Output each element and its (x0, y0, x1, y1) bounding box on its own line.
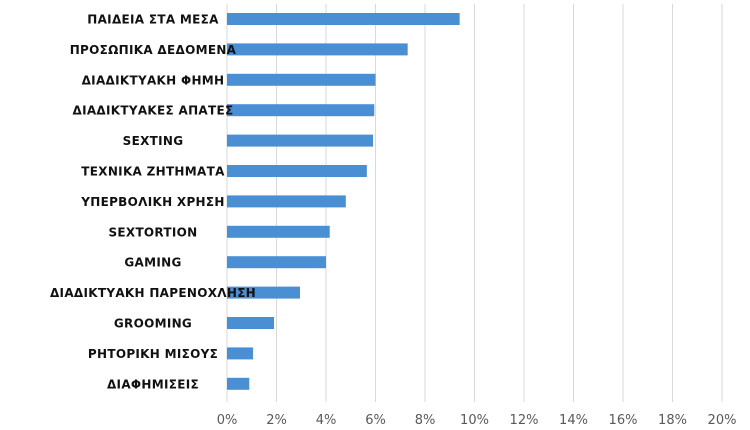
bar (227, 43, 408, 56)
category-label: GROOMING (114, 317, 192, 331)
bar (227, 317, 275, 329)
bar (227, 225, 330, 238)
x-tick-label: 10% (460, 413, 489, 428)
bars (227, 13, 460, 390)
x-tick-label: 6% (365, 413, 386, 428)
bar (227, 13, 460, 25)
bar (227, 286, 301, 299)
category-label: ΠΡΟΣΩΠΙΚΑ ΔΕΔΟΜΕΝΑ (70, 43, 237, 57)
bar (227, 377, 250, 390)
category-label: ΤΕΧΝΙΚΑ ΖΗΤΗΜΑΤΑ (81, 165, 225, 179)
category-label: ΔΙΑΦΗΜΙΣΕΙΣ (107, 377, 199, 391)
x-tick-label: 20% (708, 413, 737, 428)
x-tick-label: 12% (510, 413, 539, 428)
bar (227, 104, 375, 117)
gridlines (226, 4, 723, 402)
bar (227, 165, 367, 177)
x-tick-label: 8% (415, 413, 436, 428)
bar (227, 73, 376, 86)
bar (227, 195, 346, 208)
category-label: SEXTING (123, 134, 184, 148)
x-tick-label: 0% (217, 413, 238, 428)
x-tick-label: 14% (559, 413, 588, 428)
bar (227, 347, 253, 360)
x-tick-label: 16% (609, 413, 638, 428)
x-tick-label: 2% (266, 413, 287, 428)
category-label: GAMING (124, 256, 181, 270)
x-tick-label: 18% (658, 413, 687, 428)
category-label: ΠΑΙΔΕΙΑ ΣΤΑ ΜΕΣΑ (87, 13, 219, 27)
category-label: ΔΙΑΔΙΚΤΥΑΚΗ ΦΗΜΗ (82, 73, 225, 87)
category-label: ΔΙΑΔΙΚΤΥΑΚΗ ΠΑΡΕΝΟΧΛΗΣΗ (50, 286, 256, 300)
bar (227, 134, 374, 147)
category-label: ΔΙΑΔΙΚΤΥΑΚΕΣ ΑΠΑΤΕΣ (72, 104, 233, 118)
category-label: SEXTORTION (108, 225, 197, 239)
category-labels: ΠΑΙΔΕΙΑ ΣΤΑ ΜΕΣΑ ΠΡΟΣΩΠΙΚΑ ΔΕΔΟΜΕΝΑ ΔΙΑΔΙΚ… (50, 13, 256, 392)
category-label: ΥΠΕΡΒΟΛΙΚΗ ΧΡΗΣΗ (80, 195, 224, 209)
x-tick-labels: 0% 2% 4% 6% 8% 10% 12% 14% 16% 18% 20% (217, 413, 737, 428)
bar (227, 256, 326, 269)
category-label: ΡΗΤΟΡΙΚΗ ΜΙΣΟΥΣ (88, 347, 218, 361)
x-tick-label: 4% (316, 413, 337, 428)
